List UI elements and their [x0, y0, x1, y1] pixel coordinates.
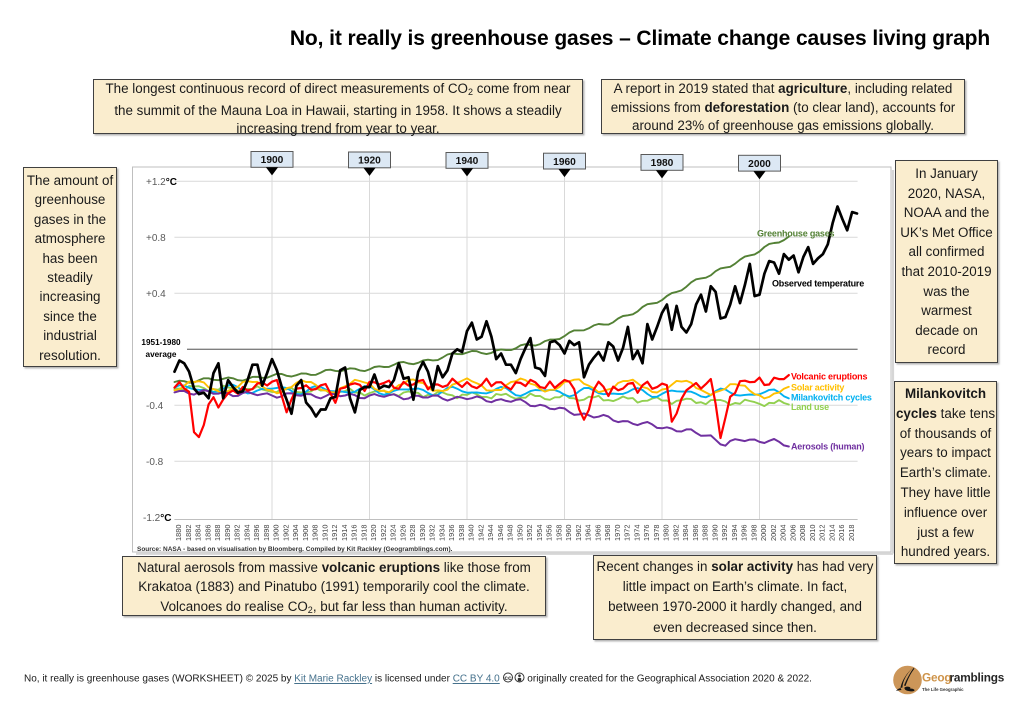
svg-text:1988: 1988: [701, 525, 710, 541]
svg-text:1920: 1920: [369, 525, 378, 541]
svg-text:1900: 1900: [261, 155, 284, 166]
svg-text:Solar activity: Solar activity: [791, 383, 844, 393]
svg-text:Source: NASA - based on visual: Source: NASA - based on visualisation by…: [137, 546, 453, 553]
svg-text:1906: 1906: [301, 525, 310, 541]
svg-text:1930: 1930: [418, 525, 427, 541]
svg-text:1910: 1910: [320, 525, 329, 541]
svg-text:Milankovitch cycles: Milankovitch cycles: [791, 393, 872, 403]
svg-text:Observed temperature: Observed temperature: [772, 279, 864, 289]
svg-text:1882: 1882: [184, 525, 193, 541]
svg-text:1916: 1916: [350, 525, 359, 541]
svg-text:1902: 1902: [281, 525, 290, 541]
svg-text:1964: 1964: [584, 525, 593, 541]
svg-text:1934: 1934: [437, 525, 446, 541]
svg-text:1970: 1970: [613, 525, 622, 541]
svg-text:1920: 1920: [358, 156, 381, 167]
svg-text:+1.2°C: +1.2°C: [146, 177, 177, 188]
svg-text:1924: 1924: [389, 525, 398, 541]
svg-text:1992: 1992: [720, 525, 729, 541]
svg-text:1960: 1960: [564, 525, 573, 541]
svg-text:1946: 1946: [496, 525, 505, 541]
svg-text:1942: 1942: [476, 525, 485, 541]
svg-text:1990: 1990: [710, 525, 719, 541]
svg-text:average: average: [146, 350, 177, 359]
svg-text:1886: 1886: [203, 525, 212, 541]
svg-text:1960: 1960: [553, 157, 576, 168]
svg-text:1944: 1944: [486, 525, 495, 541]
svg-text:Aerosols (human): Aerosols (human): [791, 442, 865, 452]
svg-text:-0.8: -0.8: [146, 457, 164, 468]
svg-text:1884: 1884: [194, 525, 203, 541]
svg-text:2000: 2000: [759, 525, 768, 541]
svg-text:1951-1980: 1951-1980: [141, 338, 181, 347]
svg-text:1908: 1908: [311, 525, 320, 541]
svg-text:Greenhouse gases: Greenhouse gases: [757, 229, 835, 239]
svg-text:1900: 1900: [272, 525, 281, 541]
svg-text:1892: 1892: [233, 525, 242, 541]
svg-text:1936: 1936: [447, 525, 456, 541]
svg-text:1968: 1968: [603, 525, 612, 541]
svg-text:1948: 1948: [506, 525, 515, 541]
svg-text:1928: 1928: [408, 525, 417, 541]
svg-text:1980: 1980: [651, 158, 674, 169]
svg-text:1982: 1982: [671, 525, 680, 541]
svg-text:1894: 1894: [242, 525, 251, 541]
svg-text:2012: 2012: [818, 525, 827, 541]
svg-text:1986: 1986: [691, 525, 700, 541]
svg-text:1938: 1938: [457, 525, 466, 541]
svg-text:2008: 2008: [798, 525, 807, 541]
svg-text:1958: 1958: [554, 525, 563, 541]
svg-text:1962: 1962: [574, 525, 583, 541]
svg-text:2000: 2000: [748, 159, 771, 170]
svg-text:Geog: Geog: [922, 671, 951, 685]
svg-text:2018: 2018: [847, 525, 856, 541]
svg-text:+0.8: +0.8: [146, 233, 166, 244]
svg-text:Land use: Land use: [791, 402, 829, 412]
svg-text:1984: 1984: [681, 525, 690, 541]
svg-text:1932: 1932: [428, 525, 437, 541]
svg-text:1950: 1950: [515, 525, 524, 541]
svg-text:1998: 1998: [749, 525, 758, 541]
svg-text:1896: 1896: [252, 525, 261, 541]
svg-text:1926: 1926: [398, 525, 407, 541]
svg-text:cc: cc: [504, 675, 512, 682]
svg-text:1974: 1974: [632, 525, 641, 541]
svg-text:2014: 2014: [827, 525, 836, 541]
svg-text:2010: 2010: [808, 525, 817, 541]
svg-text:1952: 1952: [525, 525, 534, 541]
svg-text:1980: 1980: [662, 525, 671, 541]
svg-text:1954: 1954: [535, 525, 544, 541]
svg-text:1888: 1888: [213, 525, 222, 541]
svg-text:1890: 1890: [223, 525, 232, 541]
svg-text:1918: 1918: [359, 525, 368, 541]
svg-text:2006: 2006: [788, 525, 797, 541]
svg-text:The Life Geographic: The Life Geographic: [922, 687, 964, 692]
svg-text:2016: 2016: [837, 525, 846, 541]
svg-text:1904: 1904: [291, 525, 300, 541]
svg-text:1976: 1976: [642, 525, 651, 541]
svg-text:1994: 1994: [730, 525, 739, 541]
svg-text:1940: 1940: [467, 525, 476, 541]
svg-text:1880: 1880: [174, 525, 183, 541]
svg-text:1922: 1922: [379, 525, 388, 541]
svg-text:ramblings: ramblings: [950, 671, 1005, 685]
svg-text:1898: 1898: [262, 525, 271, 541]
svg-text:1972: 1972: [623, 525, 632, 541]
svg-text:2004: 2004: [779, 525, 788, 541]
svg-text:1978: 1978: [652, 525, 661, 541]
svg-text:1914: 1914: [340, 525, 349, 541]
svg-text:1956: 1956: [545, 525, 554, 541]
svg-text:1996: 1996: [740, 525, 749, 541]
svg-text:1966: 1966: [593, 525, 602, 541]
svg-text:-1.2°C: -1.2°C: [143, 513, 171, 524]
svg-text:+0.4: +0.4: [146, 289, 166, 300]
svg-text:1912: 1912: [330, 525, 339, 541]
svg-text:2002: 2002: [769, 525, 778, 541]
svg-text:-0.4: -0.4: [146, 401, 164, 412]
svg-text:1940: 1940: [456, 156, 479, 167]
svg-text:Volcanic eruptions: Volcanic eruptions: [791, 372, 867, 382]
